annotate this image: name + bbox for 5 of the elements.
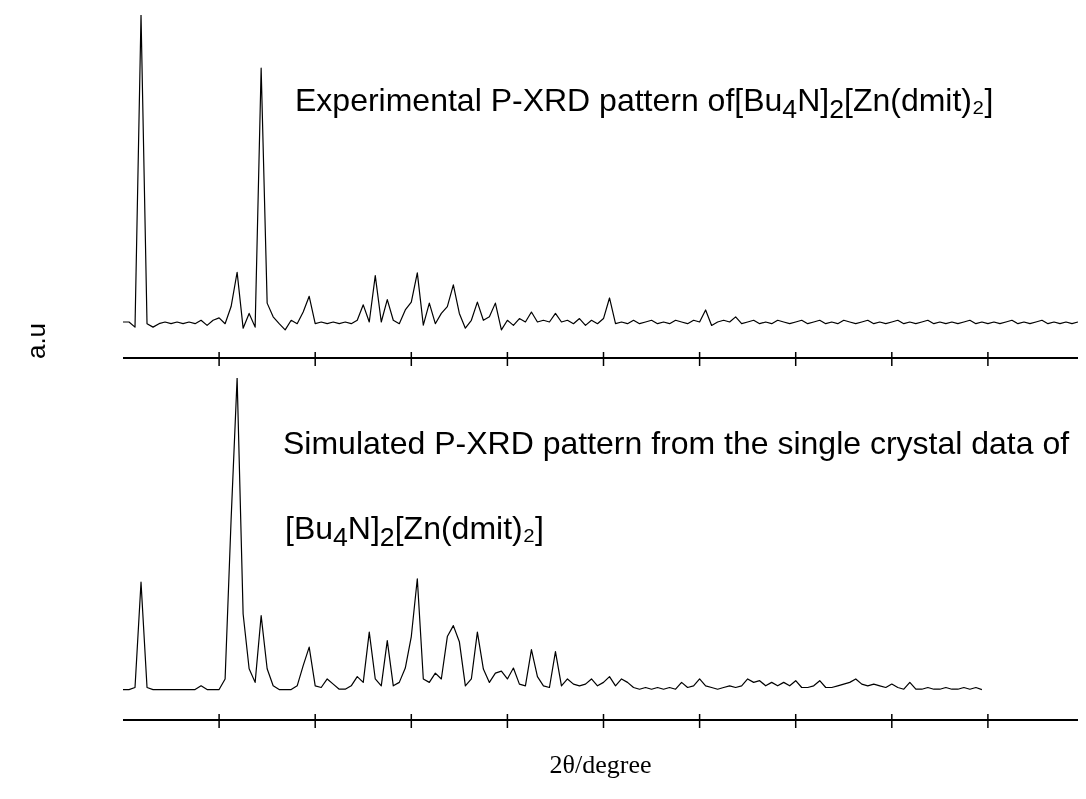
annotation: Experimental P-XRD pattern of[Bu$_{4}$N]$_{2}$[Zn(dmit)₂] bbox=[295, 82, 994, 126]
annotation: Simulated P-XRD pattern from the single crystal data of bbox=[283, 425, 1070, 462]
x-axis-title: 2θ/degree bbox=[549, 750, 652, 779]
y-axis-title: a.u bbox=[20, 322, 52, 360]
annotation: [Bu$_{4}$N]$_{2}$[Zn(dmit)₂] bbox=[285, 510, 544, 554]
